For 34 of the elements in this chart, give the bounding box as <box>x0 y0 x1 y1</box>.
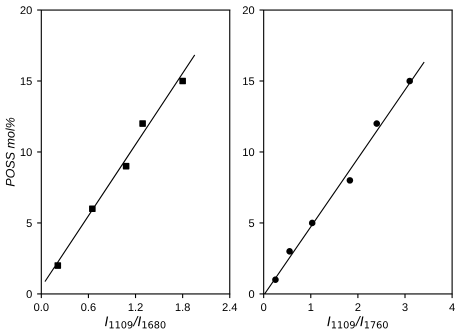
y-tick-label: 5 <box>248 219 254 228</box>
y-tick-label: 0 <box>248 290 254 298</box>
y-tick-label: 5 <box>26 219 32 228</box>
point <box>54 262 62 269</box>
y-tick-label: 10 <box>20 148 32 156</box>
y-tick-label: 20 <box>20 6 32 14</box>
point <box>286 248 293 255</box>
y-tick-label: 15 <box>20 77 32 86</box>
point <box>89 205 96 212</box>
x-tick-label: 1.8 <box>176 303 190 312</box>
x-tick-label: 1.2 <box>128 303 143 311</box>
point <box>139 120 146 127</box>
y-axis-title: POSS mol% <box>5 118 15 186</box>
x-tick-label: 4 <box>449 303 455 311</box>
point <box>346 177 354 184</box>
x-tick-label: 2.4 <box>222 303 238 311</box>
x-tick-label: 1 <box>308 303 314 311</box>
point <box>272 276 279 284</box>
point <box>373 120 380 127</box>
y-tick-label: 15 <box>243 77 254 86</box>
x-axis-title: I$_{1109}$/I$_{1680}$ <box>104 316 166 328</box>
y-tick-label: 20 <box>242 6 254 14</box>
x-tick-label: 0.6 <box>81 303 96 312</box>
point <box>406 78 414 84</box>
x-axis-title: I$_{1109}$/I$_{1760}$ <box>327 316 388 328</box>
x-tick-label: 0 <box>261 303 266 312</box>
point <box>122 162 130 170</box>
point <box>179 78 186 84</box>
x-tick-label: 3 <box>402 303 408 312</box>
x-tick-label: 2 <box>355 303 360 311</box>
y-tick-label: 10 <box>243 148 254 156</box>
y-tick-label: 0 <box>26 290 32 298</box>
point <box>308 220 316 226</box>
x-tick-label: 0.0 <box>34 303 49 312</box>
